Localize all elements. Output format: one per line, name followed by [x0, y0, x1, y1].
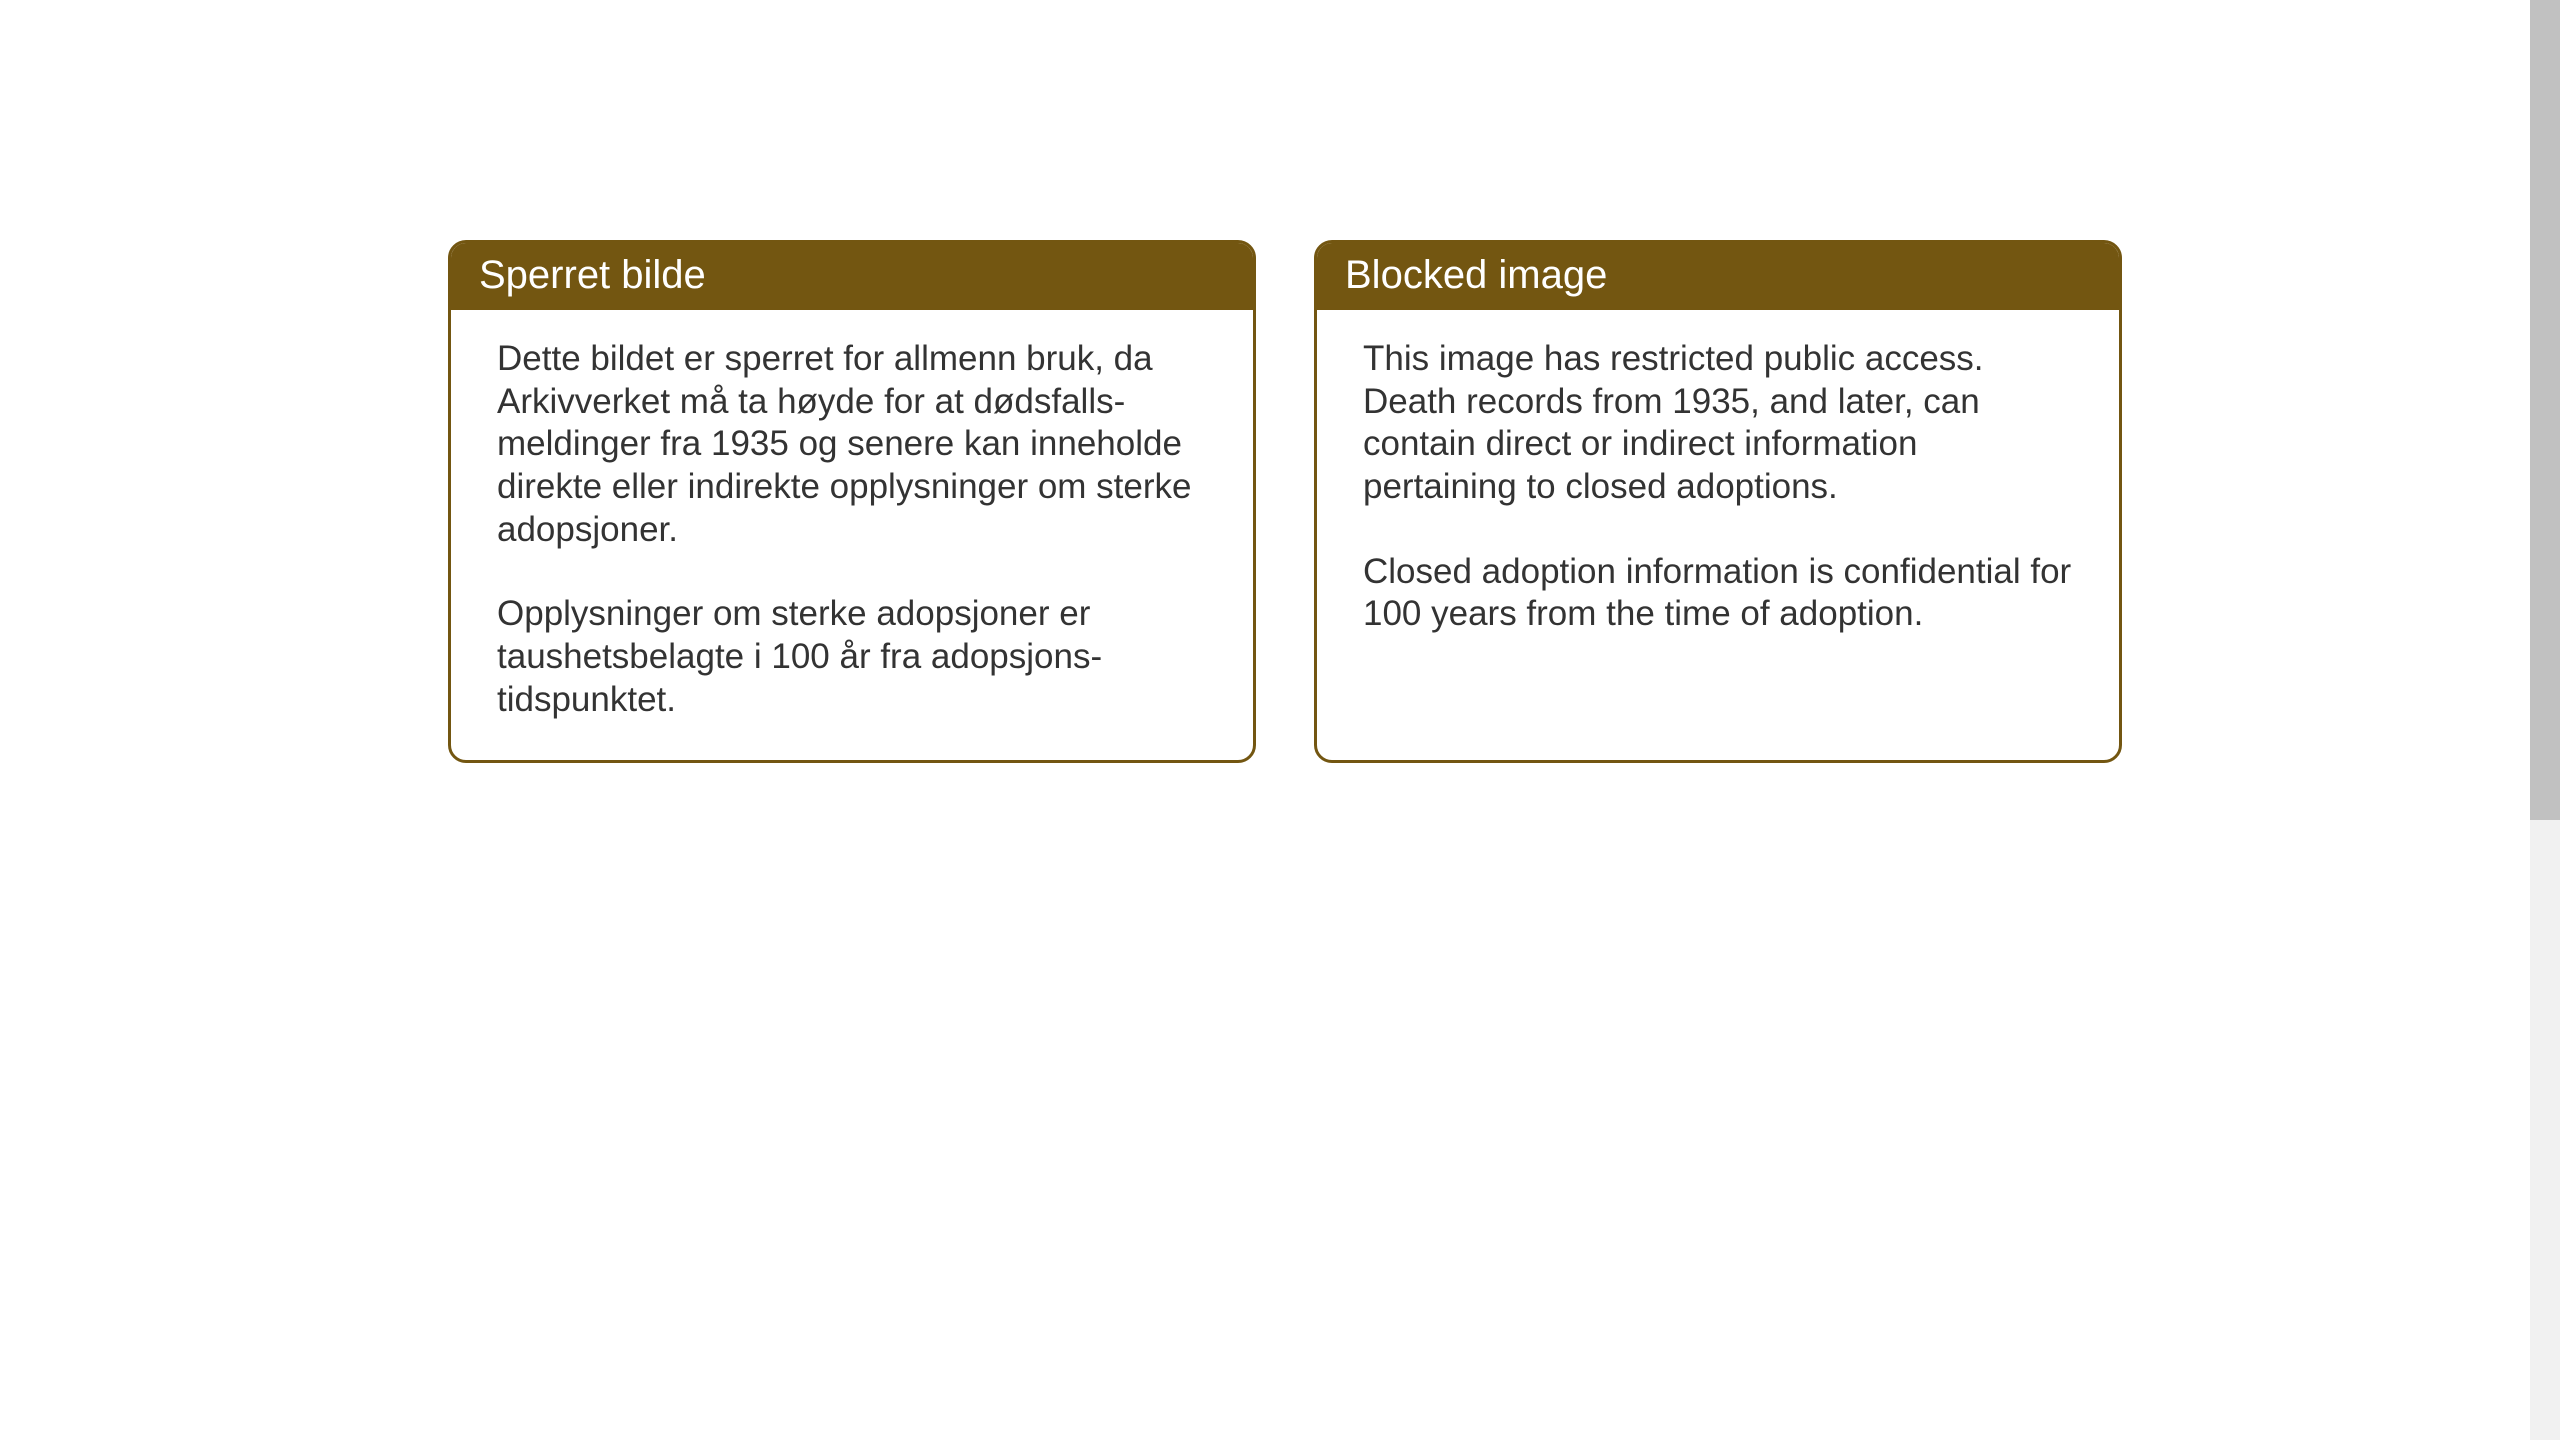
card-header-english: Blocked image [1317, 243, 2119, 310]
card-header-norwegian: Sperret bilde [451, 243, 1253, 310]
card-english: Blocked image This image has restricted … [1314, 240, 2122, 763]
card-paragraph-1-norwegian: Dette bildet er sperret for allmenn bruk… [497, 338, 1207, 551]
card-body-english: This image has restricted public access.… [1317, 310, 2119, 674]
scrollbar-thumb[interactable] [2530, 0, 2560, 820]
card-norwegian: Sperret bilde Dette bildet er sperret fo… [448, 240, 1256, 763]
card-paragraph-1-english: This image has restricted public access.… [1363, 338, 2073, 509]
cards-container: Sperret bilde Dette bildet er sperret fo… [448, 240, 2122, 763]
card-paragraph-2-norwegian: Opplysninger om sterke adopsjoner er tau… [497, 593, 1207, 721]
scrollbar-track[interactable] [2530, 0, 2560, 1440]
card-body-norwegian: Dette bildet er sperret for allmenn bruk… [451, 310, 1253, 760]
card-paragraph-2-english: Closed adoption information is confident… [1363, 551, 2073, 636]
